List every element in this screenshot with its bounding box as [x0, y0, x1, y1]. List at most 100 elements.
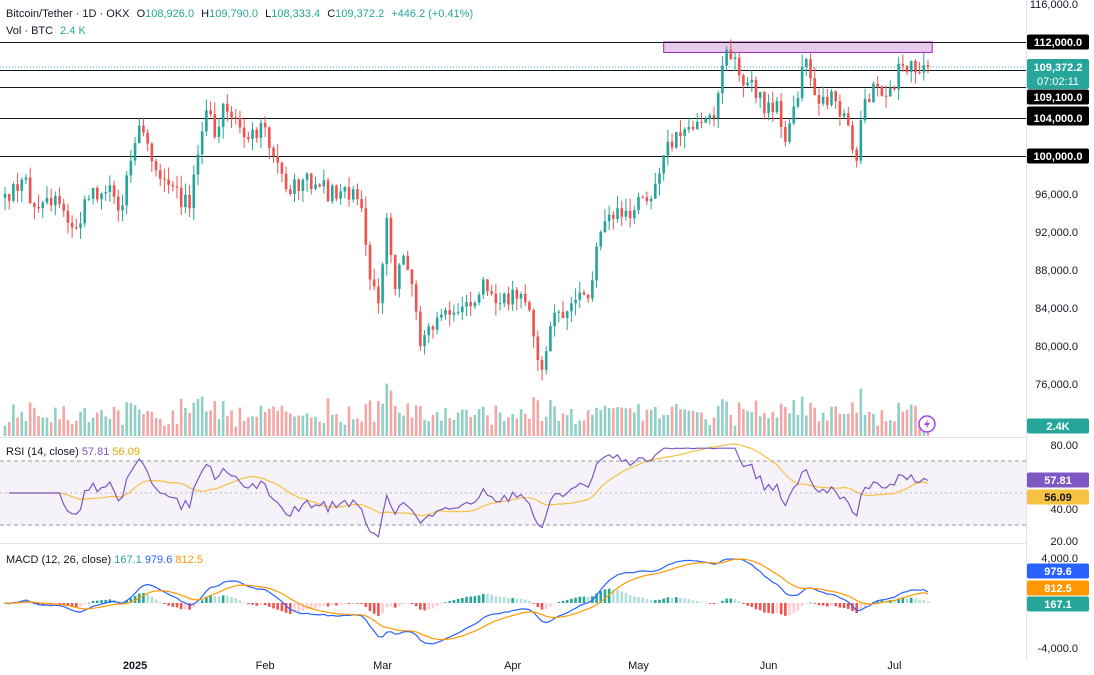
candle-body[interactable]: [624, 210, 628, 217]
candle-body[interactable]: [33, 203, 36, 208]
candle-body[interactable]: [658, 173, 661, 184]
candle-body[interactable]: [557, 311, 561, 313]
candle-body[interactable]: [779, 100, 783, 128]
candle-body[interactable]: [414, 284, 418, 312]
candle-body[interactable]: [58, 195, 61, 205]
candle-body[interactable]: [356, 189, 359, 200]
candle-body[interactable]: [175, 186, 179, 188]
candle-body[interactable]: [473, 302, 477, 307]
candle-body[interactable]: [456, 312, 460, 314]
candle-body[interactable]: [700, 121, 703, 123]
symbol-legend[interactable]: Bitcoin/Tether · 1D · OKX O108,926.0 H10…: [6, 8, 477, 20]
candle-body[interactable]: [486, 279, 489, 292]
candle-body[interactable]: [377, 286, 380, 304]
candle-body[interactable]: [742, 75, 745, 86]
candle-body[interactable]: [79, 223, 82, 228]
candle-body[interactable]: [784, 127, 787, 142]
candle-body[interactable]: [364, 208, 368, 245]
candle-body[interactable]: [142, 125, 145, 133]
candle-body[interactable]: [712, 115, 716, 118]
candle-body[interactable]: [179, 187, 183, 208]
candle-body[interactable]: [872, 83, 875, 103]
candle-body[interactable]: [452, 312, 456, 315]
candle-body[interactable]: [335, 185, 338, 199]
candle-body[interactable]: [440, 314, 443, 318]
candle-body[interactable]: [695, 121, 699, 130]
candle-body[interactable]: [167, 179, 170, 185]
candle-body[interactable]: [863, 99, 867, 121]
candle-body[interactable]: [410, 269, 414, 285]
symbol-title[interactable]: Bitcoin/Tether · 1D · OKX: [6, 8, 130, 20]
candle-body[interactable]: [758, 92, 762, 98]
macd-legend[interactable]: MACD (12, 26, close) 167.1 979.6 812.5: [6, 554, 203, 566]
candle-body[interactable]: [817, 95, 821, 104]
candle-body[interactable]: [288, 189, 292, 195]
candle-body[interactable]: [188, 194, 191, 209]
candle-body[interactable]: [226, 103, 229, 112]
candle-body[interactable]: [901, 63, 905, 66]
candle-body[interactable]: [54, 195, 57, 206]
horizontal-levels[interactable]: [0, 42, 1026, 157]
candle-body[interactable]: [616, 208, 619, 219]
candle-body[interactable]: [326, 180, 330, 202]
candle-body[interactable]: [922, 65, 926, 73]
candle-body[interactable]: [45, 197, 49, 203]
candle-body[interactable]: [909, 60, 913, 73]
candle-body[interactable]: [846, 113, 850, 126]
candle-body[interactable]: [83, 199, 87, 224]
candle-body[interactable]: [276, 156, 280, 163]
candle-body[interactable]: [763, 92, 766, 114]
candle-body[interactable]: [171, 184, 175, 187]
candle-body[interactable]: [423, 335, 426, 346]
candle-body[interactable]: [389, 217, 393, 256]
candle-body[interactable]: [314, 184, 317, 190]
candle-body[interactable]: [628, 210, 632, 219]
candle-body[interactable]: [28, 177, 32, 204]
candle-body[interactable]: [586, 294, 590, 299]
candle-body[interactable]: [570, 303, 573, 312]
candle-body[interactable]: [95, 188, 99, 200]
candle-body[interactable]: [477, 294, 481, 303]
candle-body[interactable]: [108, 185, 112, 193]
candle-body[interactable]: [427, 326, 431, 336]
candle-body[interactable]: [247, 137, 250, 139]
price-axis[interactable]: 116,000.0 96,000.0 92,000.0 88,000.0 84,000.…: [1030, 0, 1078, 655]
candle-body[interactable]: [649, 198, 653, 202]
candle-body[interactable]: [7, 194, 11, 201]
candle-body[interactable]: [284, 173, 288, 190]
candle-body[interactable]: [217, 126, 221, 137]
candle-body[interactable]: [498, 303, 502, 305]
candle-body[interactable]: [884, 95, 888, 97]
candle-body[interactable]: [75, 227, 78, 229]
candle-body[interactable]: [209, 110, 212, 115]
candle-body[interactable]: [507, 293, 510, 305]
candle-body[interactable]: [91, 188, 95, 199]
candle-body[interactable]: [528, 302, 531, 310]
candle-body[interactable]: [523, 293, 527, 303]
candle-body[interactable]: [24, 177, 28, 180]
candle-body[interactable]: [230, 111, 233, 118]
candle-body[interactable]: [398, 264, 401, 289]
candle-body[interactable]: [385, 217, 389, 265]
candle-body[interactable]: [351, 189, 355, 200]
candle-body[interactable]: [620, 208, 624, 217]
volume-legend[interactable]: Vol · BTC 2.4 K: [6, 25, 90, 37]
candle-body[interactable]: [494, 293, 498, 304]
candle-body[interactable]: [805, 59, 808, 67]
candle-body[interactable]: [3, 194, 7, 198]
candle-body[interactable]: [393, 255, 397, 289]
candle-body[interactable]: [406, 255, 410, 270]
candle-body[interactable]: [574, 299, 577, 304]
candle-body[interactable]: [834, 91, 838, 102]
candle-body[interactable]: [12, 184, 15, 201]
candle-body[interactable]: [633, 210, 636, 219]
candle-body[interactable]: [536, 336, 540, 361]
candle-body[interactable]: [666, 141, 670, 156]
candle-body[interactable]: [838, 101, 842, 117]
candle-body[interactable]: [444, 310, 447, 315]
candle-body[interactable]: [301, 179, 305, 191]
candle-body[interactable]: [788, 123, 791, 142]
candle-body[interactable]: [41, 202, 45, 209]
candle-body[interactable]: [662, 155, 665, 174]
candle-body[interactable]: [842, 113, 846, 117]
